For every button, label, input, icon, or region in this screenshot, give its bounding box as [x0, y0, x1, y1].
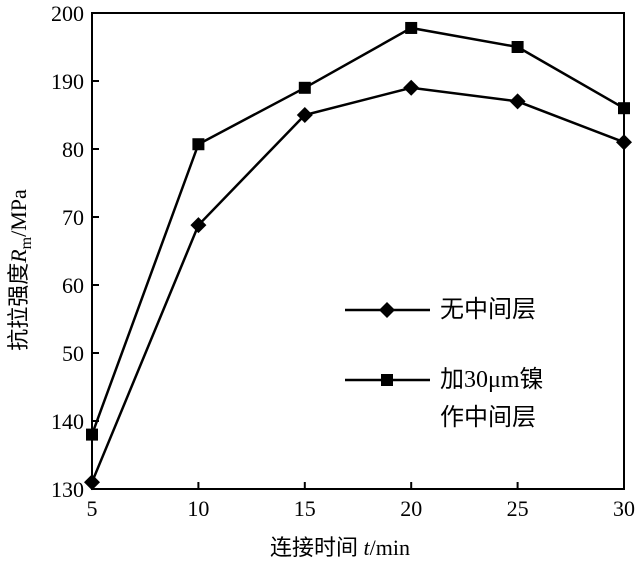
x-tick-label: 15	[294, 496, 316, 521]
x-axis-title-part: t	[364, 535, 371, 560]
marker	[84, 474, 100, 491]
y-tick-label: 190	[51, 69, 84, 94]
legend-label: 无中间层	[440, 297, 536, 323]
marker	[509, 93, 526, 110]
y-tick-label: 50	[62, 341, 84, 366]
x-tick-label: 30	[613, 496, 635, 521]
x-axis-title: 连接时间 t/min	[270, 535, 410, 560]
marker	[190, 217, 207, 234]
marker	[405, 21, 418, 34]
plot-frame	[91, 12, 625, 490]
y-axis-title-part: /MPa	[6, 189, 31, 237]
marker	[86, 428, 98, 441]
x-tick-label: 5	[87, 496, 98, 521]
y-tick-label: 140	[51, 409, 84, 434]
y-tick-label: 200	[51, 1, 84, 26]
marker	[379, 302, 395, 318]
y-axis-title-part: m	[18, 236, 35, 249]
y-tick-label: 80	[62, 137, 84, 162]
x-tick-label: 10	[187, 496, 209, 521]
x-tick-label: 20	[400, 496, 422, 521]
marker	[192, 138, 205, 151]
series-line	[90, 26, 625, 436]
marker	[381, 374, 393, 386]
marker	[296, 107, 313, 123]
x-axis-title-part: /min	[370, 535, 410, 560]
marker	[511, 41, 524, 53]
x-axis-title-part: 连接时间	[270, 535, 364, 560]
marker	[618, 102, 630, 115]
y-tick-label: 70	[62, 205, 84, 230]
y-axis-title-part: 抗拉强度	[6, 263, 31, 351]
y-axis-title-part: R	[6, 249, 31, 264]
series-line	[90, 86, 625, 483]
y-tick-label: 60	[62, 273, 84, 298]
marker	[403, 79, 420, 96]
marker	[298, 81, 311, 94]
y-tick-label: 130	[51, 477, 84, 502]
legend-label: 加30μm镍作中间层	[440, 367, 544, 431]
marker	[616, 134, 632, 151]
y-axis-title: 抗拉强度Rm/MPa	[6, 189, 35, 351]
x-tick-label: 25	[507, 496, 529, 521]
